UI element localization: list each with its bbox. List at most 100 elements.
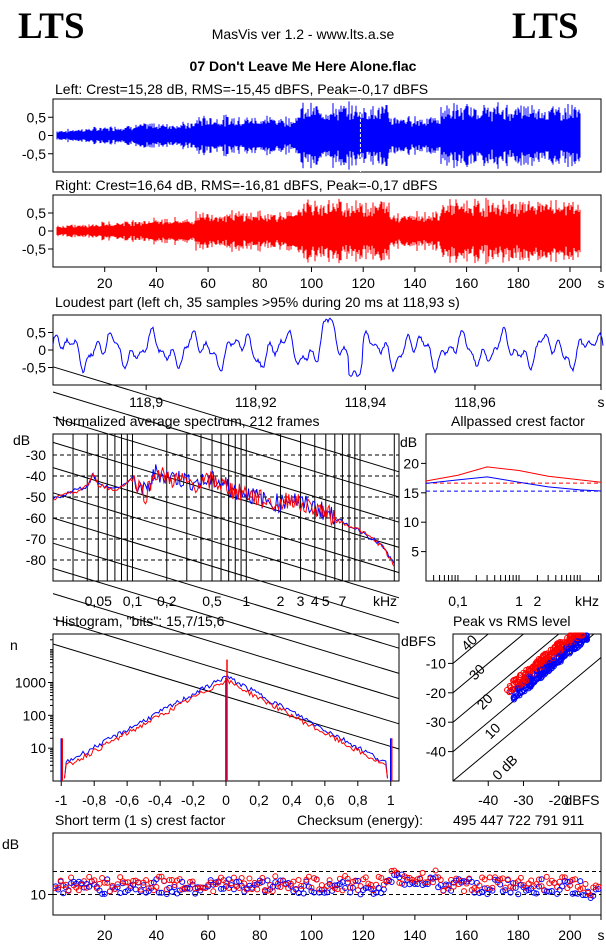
crest-short-point [117, 874, 124, 881]
crest-short-point [572, 890, 579, 897]
peak-rms-xtick-label: -40 [478, 792, 498, 808]
allpass-ytick-label: 20 [403, 455, 419, 471]
crest-short-point [523, 887, 530, 894]
crest-short-point [380, 886, 387, 893]
spectrum-xtick-label: 3 [297, 593, 305, 609]
right-channel-title: Right: Crest=16,64 dB, RMS=-16,81 dBFS, … [55, 177, 438, 193]
crest-short-point [352, 877, 359, 884]
crest-short-point [65, 887, 72, 894]
peak-rms-diagonal [452, 657, 602, 782]
peak-rms-diagonal-label: 10 [481, 719, 503, 741]
logo-right: LTS [512, 6, 579, 47]
crest-short-point [375, 884, 382, 891]
loudest-frame [52, 314, 602, 386]
crest-short-point [140, 882, 147, 889]
crest-short-point [303, 878, 310, 885]
crest-short-point [554, 890, 561, 897]
crest-short-point [561, 874, 568, 881]
crest-short-point [502, 887, 509, 894]
histogram-series-0 [64, 675, 388, 779]
crest-short-xtick-label: 160 [455, 927, 479, 943]
crest-short-point [419, 869, 426, 876]
crest-short-point [230, 874, 237, 881]
crest-short-point [535, 876, 542, 883]
spectrum-ytick-label: -60 [26, 510, 46, 526]
histogram-xtick-label: 0,6 [315, 792, 335, 808]
right-waveform-ytick-label: 0,5 [27, 205, 47, 221]
right-waveform-ytick-label: 0 [38, 223, 46, 239]
crest-short-point [533, 890, 540, 897]
spectrum-slope-line [52, 441, 400, 548]
histogram-xtick-label: -0,2 [181, 792, 205, 808]
spectrum-slope-line [52, 366, 400, 473]
crest-short-point [326, 877, 333, 884]
crest-short-point [60, 890, 67, 897]
peak-rms-point [546, 667, 553, 674]
peak-rms-diagonal-label: 40 [458, 631, 480, 653]
right-waveform-xtick-label: 200 [558, 275, 582, 291]
crest-short-point [461, 888, 467, 895]
crest-short-point [429, 879, 436, 886]
crest-short-point [57, 877, 64, 884]
crest-short-point [489, 884, 496, 891]
crest-short-point [504, 876, 511, 883]
crest-short-point [313, 876, 320, 883]
loudest-xtick-label: s [598, 394, 605, 410]
right-waveform-xtick-label: 60 [200, 275, 216, 291]
peak-rms-point [546, 652, 553, 659]
crest-short-point [546, 888, 553, 895]
crest-short-point [238, 874, 245, 881]
crest-short-point [241, 880, 248, 887]
histogram-ytick-label: 10 [30, 740, 46, 756]
crest-short-point [277, 884, 284, 891]
crest-short-point [463, 880, 470, 887]
right-waveform-ytick-label: -0,5 [22, 241, 46, 257]
crest-short-point [55, 884, 62, 891]
peak-rms-point [525, 682, 532, 689]
peak-rms-ytick-label: -10 [426, 655, 446, 671]
crest-short-frame [52, 832, 602, 916]
crest-short-point [166, 877, 173, 884]
peak-rms-point [559, 639, 566, 646]
peak-rms-point [529, 664, 536, 671]
right-waveform-trace [56, 197, 581, 265]
loudest-ytick-label: 0,5 [27, 325, 47, 341]
spectrum-series-0 [52, 464, 395, 565]
peak-rms-point [507, 684, 514, 691]
checksum-value: 495 447 722 791 911 [453, 812, 585, 828]
loudest-xtick-label: 118,9 [129, 394, 163, 410]
crest-short-point [218, 885, 225, 892]
crest-short-xtick-label: 100 [300, 927, 324, 943]
allpass-ytick-label: 5 [411, 544, 419, 560]
crest-short-point [274, 883, 281, 890]
allpass-crest-title: Allpassed crest factor [451, 413, 585, 429]
crest-short-point [404, 874, 411, 881]
track-title: 07 Don't Leave Me Here Alone.flac [189, 58, 417, 74]
crest-short-xtick-label: 60 [200, 927, 216, 943]
histogram-ytick-label: 100 [23, 707, 47, 723]
crest-short-point [91, 877, 98, 884]
crest-short-point [228, 882, 235, 889]
spectrum-slope-line [52, 567, 400, 674]
allpass-xtick-label: 1 [515, 593, 523, 609]
crest-short-point [577, 878, 584, 885]
allpass-series-1 [425, 466, 602, 483]
crest-short-point [432, 867, 439, 874]
crest-short-point [388, 879, 395, 886]
crest-short-point [587, 892, 594, 899]
peak-rms-point [561, 652, 568, 659]
spectrum-ytick-label: -70 [26, 531, 46, 547]
crest-short-ylabel: dB [2, 836, 19, 852]
crest-short-point [569, 876, 576, 883]
peak-rms-point [536, 673, 543, 680]
crest-short-point [440, 888, 447, 895]
peak-rms-point [537, 675, 544, 682]
crest-short-point [579, 892, 586, 899]
crest-short-point [396, 879, 403, 886]
spectrum-xtick-label: 4 [311, 593, 319, 609]
spectrum-slope-line [52, 492, 400, 599]
crest-short-point [122, 879, 129, 886]
crest-short-point [378, 889, 385, 896]
right-waveform-xtick-label: 160 [455, 275, 479, 291]
peak-rms-point [553, 647, 560, 654]
